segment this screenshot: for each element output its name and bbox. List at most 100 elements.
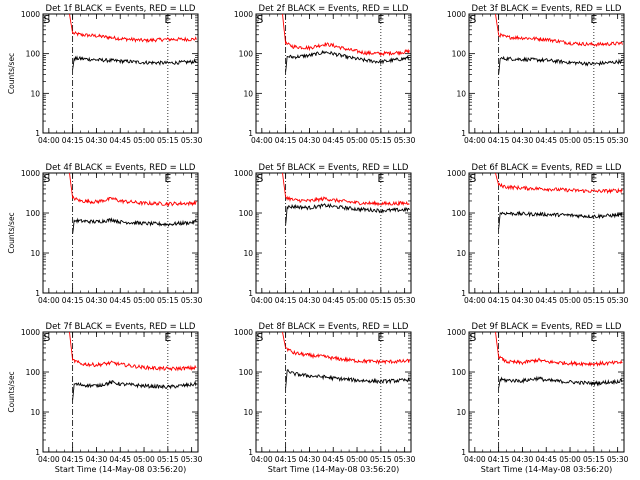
y-tick-label: 1 [461, 289, 466, 298]
y-tick-label: 10 [456, 89, 466, 98]
x-tick-label: 05:15 [370, 136, 392, 145]
y-tick-label: 1 [35, 448, 40, 457]
x-tick-label: 05:30 [394, 296, 416, 305]
chart-title: Det 2f BLACK = Events, RED = LLD [259, 4, 409, 14]
y-tick-label: 10 [243, 89, 253, 98]
x-tick-label: 04:15 [275, 455, 297, 464]
y-tick-label: 1000 [234, 328, 253, 337]
end-marker: E [377, 172, 384, 185]
chart-panel-1: Det 1f BLACK = Events, RED = LLD Counts/s… [7, 4, 203, 145]
chart-title: Det 7f BLACK = Events, RED = LLD [46, 322, 196, 332]
y-tick-label: 10 [30, 249, 40, 258]
x-tick-label: 05:00 [559, 455, 581, 464]
y-tick-label: 1 [461, 448, 466, 457]
start-marker: S [256, 172, 263, 185]
y-tick-label: 1000 [447, 328, 466, 337]
events-series-line [72, 55, 197, 70]
x-tick-label: 05:15 [583, 296, 605, 305]
x-tick-label: 04:15 [62, 136, 84, 145]
plot-frame [468, 331, 625, 453]
x-axis-label: Start Time (14-May-08 03:56:20) [55, 465, 186, 474]
x-tick-label: 04:45 [535, 136, 557, 145]
chart-title: Det 3f BLACK = Events, RED = LLD [472, 4, 622, 14]
chart-title: Det 5f BLACK = Events, RED = LLD [259, 163, 409, 173]
events-series-line [72, 217, 197, 234]
lld-series-line [69, 14, 197, 44]
y-tick-label: 10 [456, 249, 466, 258]
y-tick-label: 1 [35, 289, 40, 298]
lld-series-line [495, 332, 623, 368]
x-tick-label: 04:45 [109, 455, 131, 464]
x-tick-label: 04:30 [512, 296, 534, 305]
y-tick-label: 1000 [21, 10, 40, 19]
x-tick-label: 04:30 [86, 136, 108, 145]
x-tick-label: 04:00 [464, 296, 486, 305]
chart-panel-5: Det 5f BLACK = Events, RED = LLD 1 10 100 10… [234, 163, 416, 305]
y-tick-label: 1000 [234, 10, 253, 19]
plot-frame [255, 172, 412, 294]
x-tick-label: 04:45 [535, 296, 557, 305]
plot-frame [255, 13, 412, 134]
y-tick-label: 100 [239, 368, 254, 377]
y-axis-label: Counts/sec [7, 371, 16, 412]
x-tick-label: 04:00 [251, 296, 273, 305]
start-marker: S [43, 331, 50, 344]
chart-title: Det 6f BLACK = Events, RED = LLD [472, 163, 622, 173]
chart-panel-9: Det 9f BLACK = Events, RED = LLD Start Ti… [447, 322, 629, 474]
x-tick-label: 04:00 [464, 136, 486, 145]
x-tick-label: 04:30 [512, 136, 534, 145]
events-series-line [72, 379, 197, 401]
x-tick-label: 05:00 [559, 136, 581, 145]
y-tick-label: 100 [452, 368, 467, 377]
start-marker: S [43, 13, 50, 26]
y-tick-label: 10 [243, 249, 253, 258]
x-tick-label: 04:00 [38, 455, 60, 464]
x-tick-label: 04:15 [62, 296, 84, 305]
plot-frame [255, 331, 412, 453]
plot-frame [42, 172, 199, 294]
x-tick-label: 04:15 [62, 455, 84, 464]
start-marker: S [256, 331, 263, 344]
y-tick-label: 1 [248, 129, 253, 138]
plot-frame [468, 13, 625, 134]
y-tick-label: 1 [248, 448, 253, 457]
x-tick-label: 05:30 [607, 296, 629, 305]
x-tick-label: 05:00 [346, 136, 368, 145]
x-tick-label: 05:30 [181, 296, 203, 305]
chart-panel-7: Det 7f BLACK = Events, RED = LLD Counts/s… [7, 322, 203, 474]
x-tick-label: 04:30 [512, 455, 534, 464]
end-marker: E [377, 13, 384, 26]
lld-series-line [69, 332, 197, 372]
x-tick-label: 05:15 [583, 455, 605, 464]
x-tick-label: 04:00 [464, 455, 486, 464]
x-tick-label: 04:45 [322, 455, 344, 464]
events-series-line [285, 368, 410, 388]
x-tick-label: 04:30 [86, 455, 108, 464]
x-tick-label: 04:15 [488, 136, 510, 145]
events-series-line [498, 55, 623, 75]
chart-title: Det 9f BLACK = Events, RED = LLD [472, 322, 622, 332]
x-tick-label: 04:15 [488, 296, 510, 305]
x-tick-label: 04:45 [109, 136, 131, 145]
chart-panel-4: Det 4f BLACK = Events, RED = LLD Counts/s… [7, 163, 203, 305]
chart-title: Det 8f BLACK = Events, RED = LLD [259, 322, 409, 332]
x-tick-label: 05:30 [181, 455, 203, 464]
x-tick-label: 04:45 [322, 136, 344, 145]
lld-series-line [495, 14, 623, 48]
end-marker: E [164, 172, 171, 185]
x-tick-label: 05:30 [394, 455, 416, 464]
x-tick-label: 04:30 [299, 455, 321, 464]
x-tick-label: 05:00 [346, 455, 368, 464]
lld-series-line [495, 173, 623, 195]
x-tick-label: 05:15 [157, 296, 179, 305]
y-tick-label: 100 [452, 50, 467, 59]
x-axis-label: Start Time (14-May-08 03:56:20) [481, 465, 612, 474]
end-marker: E [590, 331, 597, 344]
start-marker: S [469, 172, 476, 185]
plot-frame [468, 172, 625, 294]
end-marker: E [164, 13, 171, 26]
start-marker: S [469, 331, 476, 344]
x-tick-label: 05:15 [157, 455, 179, 464]
x-tick-label: 05:15 [370, 455, 392, 464]
x-tick-label: 05:00 [346, 296, 368, 305]
